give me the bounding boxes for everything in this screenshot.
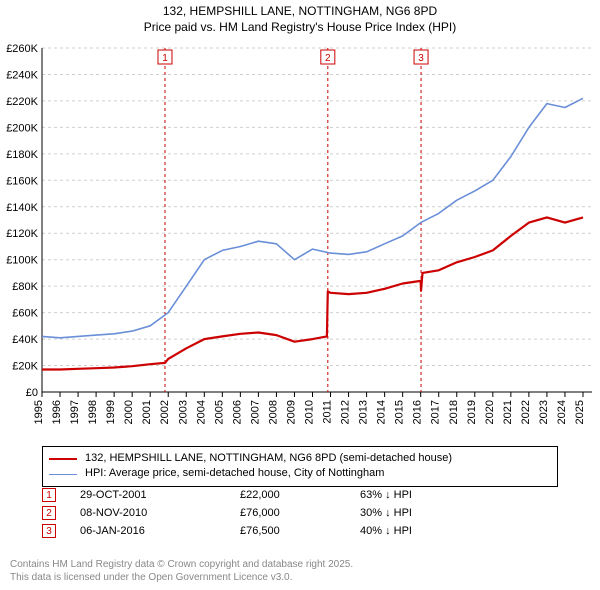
chart-title: 132, HEMPSHILL LANE, NOTTINGHAM, NG6 8PD… [0,0,600,35]
sale-marker-date: 08-NOV-2010 [80,507,240,519]
footer-line-1: Contains HM Land Registry data © Crown c… [10,558,353,571]
svg-text:2012: 2012 [340,400,352,424]
svg-text:2000: 2000 [123,400,135,424]
svg-text:£20K: £20K [12,361,38,373]
title-line-2: Price paid vs. HM Land Registry's House … [0,20,600,36]
sale-marker-row: 1 29-OCT-2001£22,00063% ↓ HPI [42,488,558,502]
sale-marker-delta: 40% ↓ HPI [360,525,558,537]
legend: 132, HEMPSHILL LANE, NOTTINGHAM, NG6 8PD… [42,446,558,487]
svg-text:2006: 2006 [231,400,243,424]
footer-attribution: Contains HM Land Registry data © Crown c… [10,558,353,584]
svg-text:2019: 2019 [466,400,478,424]
svg-text:2017: 2017 [430,400,442,424]
svg-text:£240K: £240K [6,69,38,81]
svg-text:£120K: £120K [6,228,38,240]
svg-text:1: 1 [162,53,168,64]
svg-text:£100K: £100K [6,255,38,267]
price-chart: £0 £20K £40K £60K £80K £100K £120K £140K £160K £1… [0,40,600,440]
svg-text:2007: 2007 [249,400,261,424]
sale-marker-delta: 63% ↓ HPI [360,489,558,501]
legend-label: 132, HEMPSHILL LANE, NOTTINGHAM, NG6 8PD… [85,451,452,466]
svg-text:£160K: £160K [6,175,38,187]
svg-text:1998: 1998 [87,400,99,424]
svg-text:2005: 2005 [213,400,225,424]
sale-marker-price: £76,000 [240,507,360,519]
svg-text:2022: 2022 [520,400,532,424]
sale-marker-date: 06-JAN-2016 [80,525,240,537]
svg-text:2008: 2008 [267,400,279,424]
sale-marker-price: £22,000 [240,489,360,501]
svg-text:1995: 1995 [33,400,45,424]
svg-text:2: 2 [325,53,331,64]
sale-marker-date: 29-OCT-2001 [80,489,240,501]
svg-text:2014: 2014 [376,400,388,424]
svg-text:2009: 2009 [285,400,297,424]
svg-text:£0: £0 [26,387,38,399]
sale-markers-table: 1 29-OCT-2001£22,00063% ↓ HPI 2 08-NOV-2010… [42,488,558,542]
legend-item: HPI: Average price, semi-detached house,… [49,466,551,481]
svg-text:1999: 1999 [105,400,117,424]
legend-label: HPI: Average price, semi-detached house,… [85,466,384,481]
svg-text:£180K: £180K [6,149,38,161]
svg-text:2023: 2023 [538,400,550,424]
legend-swatch [49,458,77,460]
svg-text:2011: 2011 [322,400,334,424]
sale-marker-number: 3 [42,524,56,538]
sale-marker-number: 1 [42,488,56,502]
svg-text:2010: 2010 [303,400,315,424]
svg-text:1997: 1997 [69,400,81,424]
svg-text:1996: 1996 [51,400,63,424]
legend-item: 132, HEMPSHILL LANE, NOTTINGHAM, NG6 8PD… [49,451,551,466]
svg-text:2003: 2003 [177,400,189,424]
svg-text:2004: 2004 [195,400,207,424]
svg-text:£220K: £220K [6,96,38,108]
footer-line-2: This data is licensed under the Open Gov… [10,571,353,584]
svg-text:3: 3 [418,53,424,64]
legend-swatch [49,474,77,475]
chart-svg: £0 £20K £40K £60K £80K £100K £120K £140K £160K £1… [0,40,600,440]
svg-text:£60K: £60K [12,308,38,320]
svg-text:2013: 2013 [358,400,370,424]
svg-text:£80K: £80K [12,281,38,293]
svg-text:2002: 2002 [159,400,171,424]
sale-marker-price: £76,500 [240,525,360,537]
title-line-1: 132, HEMPSHILL LANE, NOTTINGHAM, NG6 8PD [0,4,600,20]
svg-text:£200K: £200K [6,122,38,134]
svg-text:2025: 2025 [574,400,586,424]
svg-text:£260K: £260K [6,43,38,55]
svg-text:£140K: £140K [6,202,38,214]
svg-text:2015: 2015 [394,400,406,424]
svg-text:2024: 2024 [556,400,568,424]
svg-text:2020: 2020 [484,400,496,424]
sale-marker-row: 2 08-NOV-2010£76,00030% ↓ HPI [42,506,558,520]
svg-text:2018: 2018 [448,400,460,424]
svg-text:2016: 2016 [412,400,424,424]
svg-text:2021: 2021 [502,400,514,424]
sale-marker-delta: 30% ↓ HPI [360,507,558,519]
svg-text:£40K: £40K [12,334,38,346]
svg-text:2001: 2001 [141,400,153,424]
sale-marker-row: 3 06-JAN-2016£76,50040% ↓ HPI [42,524,558,538]
sale-marker-number: 2 [42,506,56,520]
